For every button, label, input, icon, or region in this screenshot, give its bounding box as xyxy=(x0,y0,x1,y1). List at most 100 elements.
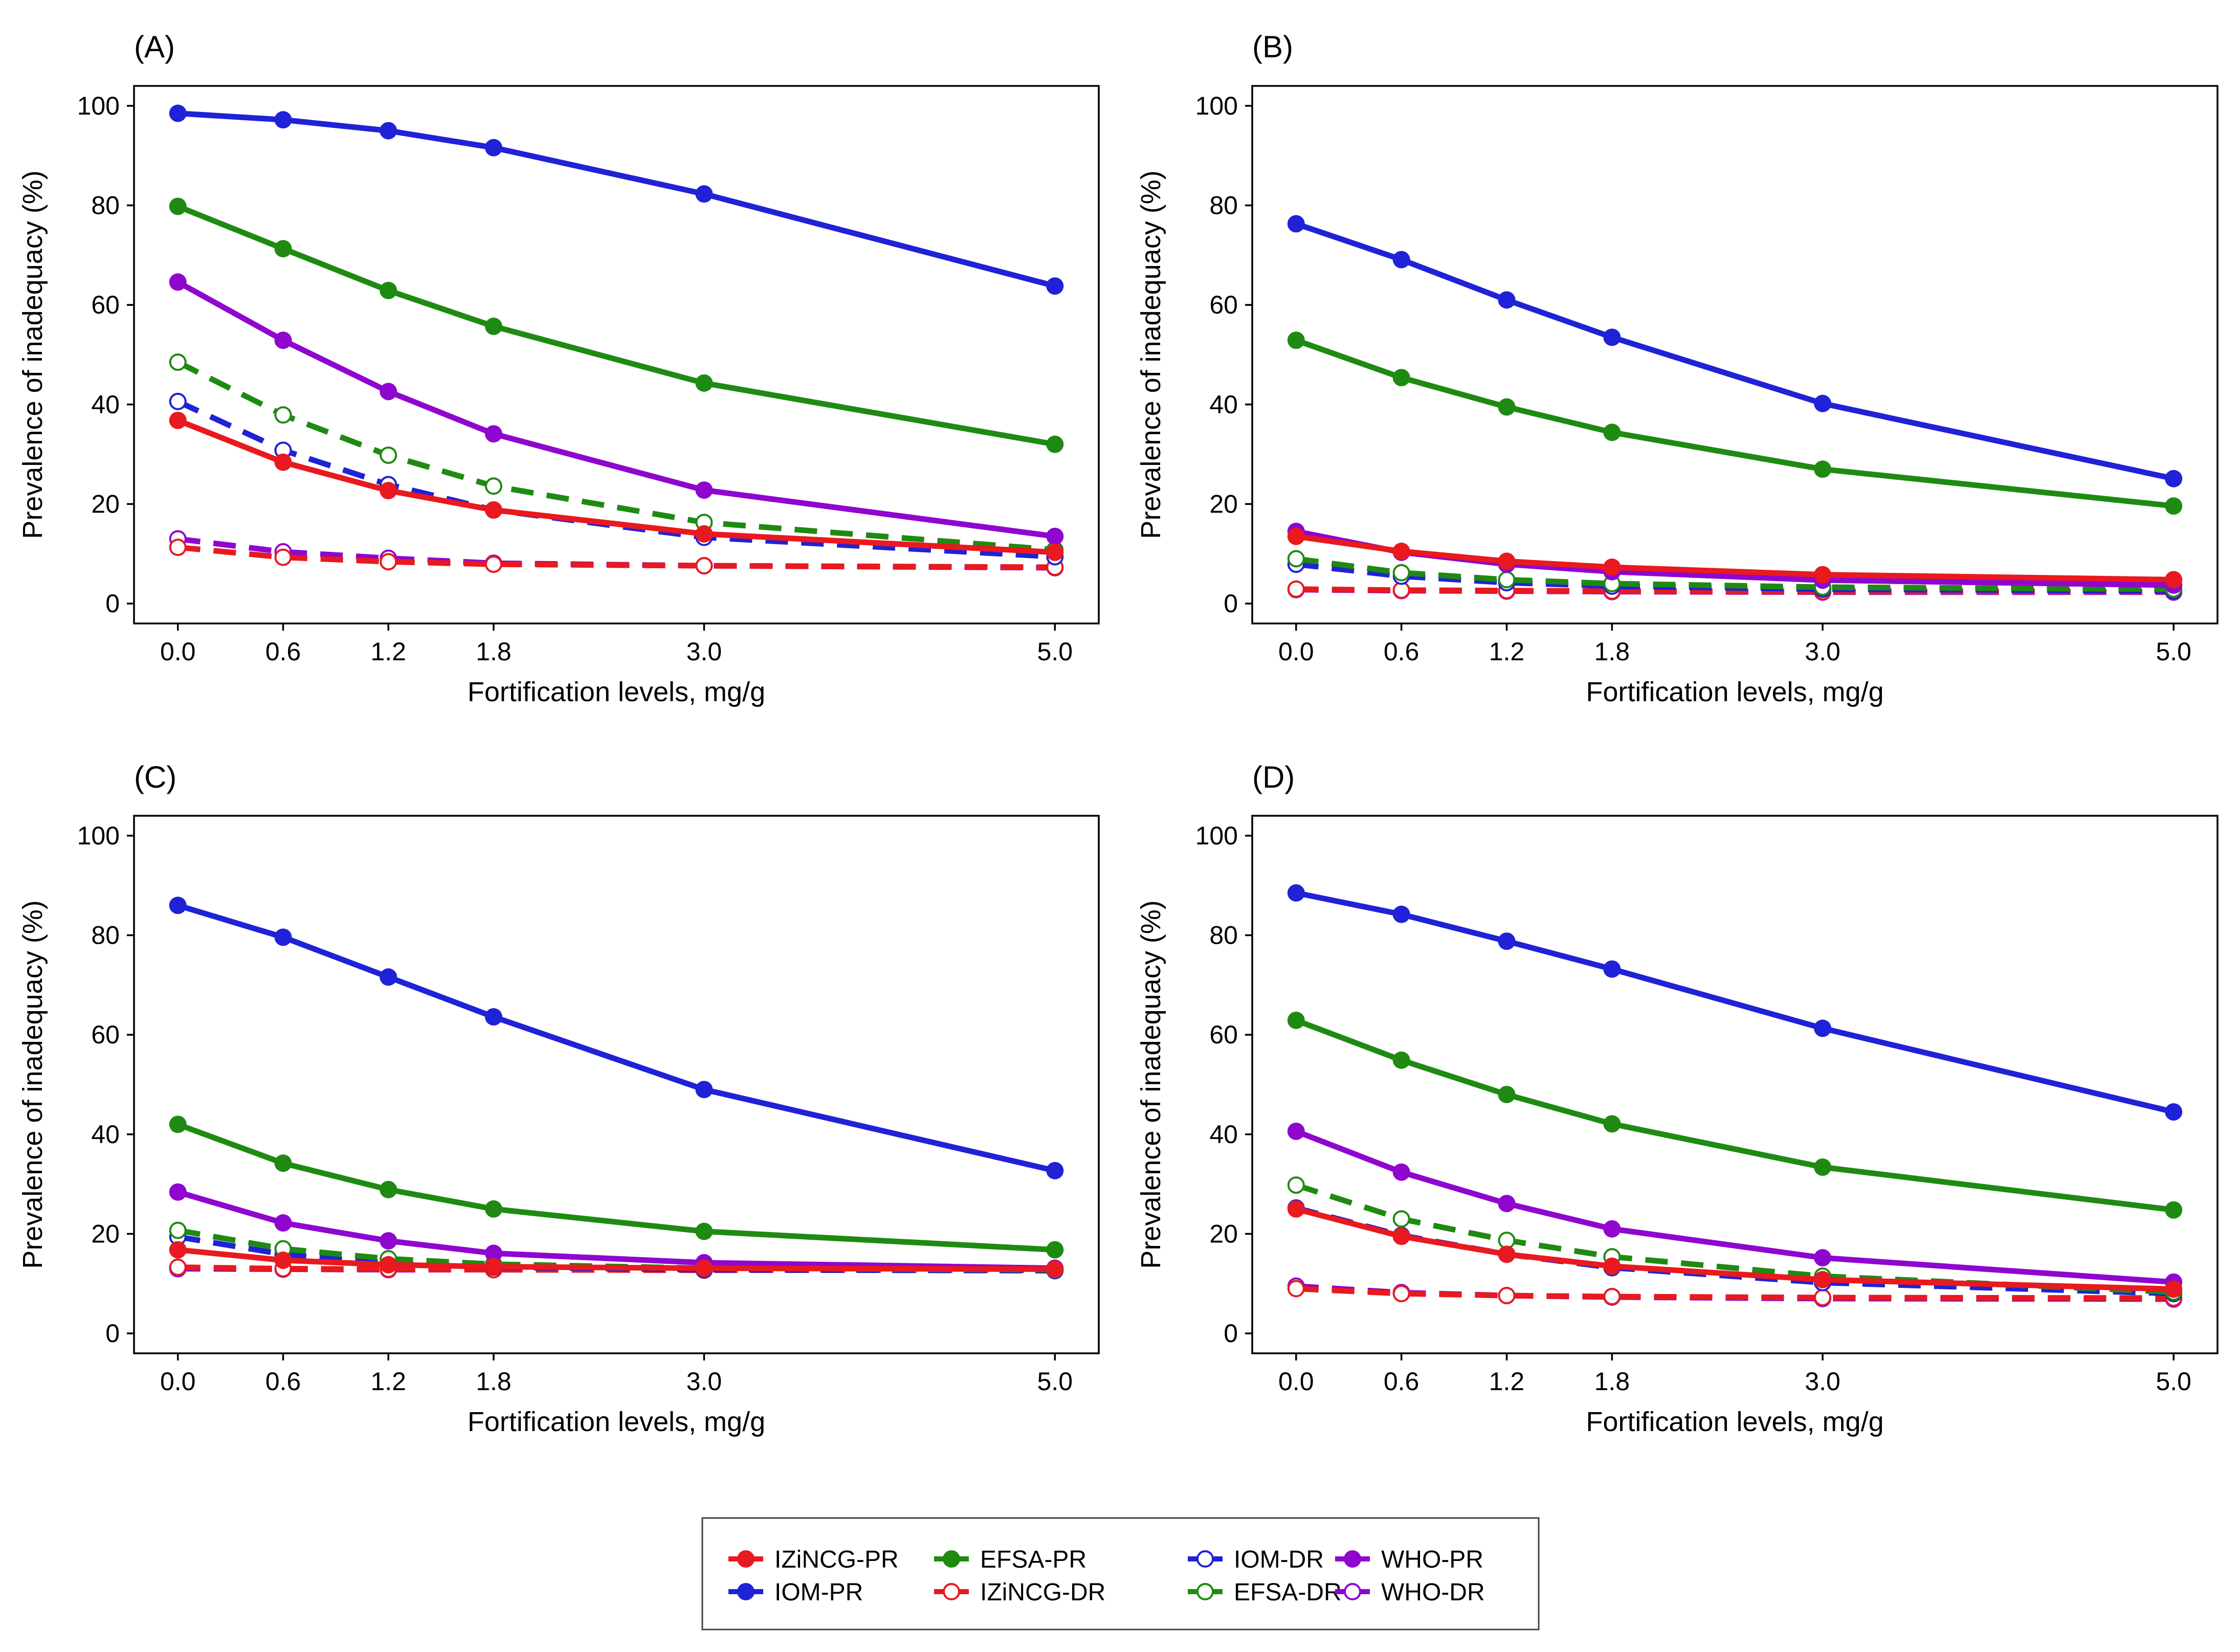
data-point xyxy=(274,331,292,349)
legend-label: IZiNCG-DR xyxy=(980,1579,1105,1606)
data-point xyxy=(695,374,713,392)
data-point xyxy=(1814,566,1832,584)
data-point xyxy=(1814,394,1832,412)
data-point xyxy=(1046,1260,1064,1278)
series-line-izincg-pr xyxy=(1296,533,2174,583)
data-point xyxy=(169,353,187,371)
series-line-efsa-dr xyxy=(1296,556,2174,592)
data-point xyxy=(484,1258,502,1276)
data-point xyxy=(1603,559,1621,576)
y-tick-label: 0 xyxy=(105,1319,120,1348)
legend-item-efsa-pr: EFSA-PR xyxy=(934,1546,1086,1573)
data-point xyxy=(1814,1158,1832,1176)
legend-label: IZiNCG-PR xyxy=(774,1546,899,1573)
x-tick-label: 5.0 xyxy=(2156,1367,2191,1396)
data-point xyxy=(1392,905,1410,923)
x-tick-label: 3.0 xyxy=(686,637,722,666)
y-tick-label: 20 xyxy=(1209,489,1238,518)
data-point xyxy=(695,557,713,575)
data-point xyxy=(1046,1241,1064,1259)
series-line-efsa-pr xyxy=(1295,338,2174,509)
y-tick-label: 20 xyxy=(91,489,120,518)
data-point xyxy=(695,1081,713,1099)
legend-label: EFSA-PR xyxy=(980,1546,1086,1573)
y-axis-title: Prevalence of inadequacy (%) xyxy=(1136,170,1166,539)
x-tick-label: 0.0 xyxy=(1278,637,1314,666)
data-point xyxy=(169,197,187,215)
data-point xyxy=(1498,932,1516,950)
data-point xyxy=(169,897,187,914)
data-point xyxy=(169,539,187,556)
series-iom-dr xyxy=(169,392,1064,566)
data-point xyxy=(1814,1270,1832,1288)
series-line-efsa-pr xyxy=(176,204,1056,448)
series-efsa-pr xyxy=(1287,331,2183,515)
legend: IZiNCG-PR IOM-PR EFSA-PR IZiNCG-DR IOM-DR EFS… xyxy=(701,1517,1540,1631)
x-tick-label: 5.0 xyxy=(1037,637,1073,666)
x-tick-label: 3.0 xyxy=(1805,637,1840,666)
series-izincg-pr xyxy=(1287,527,2183,589)
data-point xyxy=(2165,470,2183,487)
x-tick-label: 1.8 xyxy=(476,1367,512,1396)
plot-frame xyxy=(133,85,1100,624)
data-point xyxy=(1603,960,1621,978)
x-tick-label: 0.0 xyxy=(160,1367,196,1396)
data-point xyxy=(169,104,187,122)
series-izincg-pr xyxy=(1287,1200,2183,1298)
legend-key-marker xyxy=(1344,1550,1361,1568)
data-point xyxy=(380,1256,397,1274)
data-point xyxy=(1287,1200,1305,1218)
x-axis-title: Fortification levels, mg/g xyxy=(1586,677,1883,707)
y-tick-label: 80 xyxy=(1209,921,1238,950)
data-point xyxy=(1498,1085,1516,1103)
series-iom-pr xyxy=(1287,215,2183,487)
legend-key-marker xyxy=(943,1550,960,1568)
y-tick-label: 20 xyxy=(91,1219,120,1248)
panel-c: (C) 0 20 40 60 80 100 0.0 0.6 1.2 1.8 3.0 5.0 Fortifi… xyxy=(17,760,1100,1437)
y-tick-label: 0 xyxy=(105,589,120,618)
data-point xyxy=(1603,1115,1621,1133)
legend-label: IOM-PR xyxy=(774,1579,863,1606)
data-point xyxy=(1046,435,1064,453)
data-point xyxy=(1392,251,1410,269)
series-line-iom-pr xyxy=(1295,890,2175,1115)
legend-item-who-dr: WHO-DR xyxy=(1335,1579,1485,1606)
data-point xyxy=(1287,1176,1305,1194)
data-point xyxy=(1603,1220,1621,1238)
legend-key-marker xyxy=(1344,1583,1361,1600)
y-tick-label: 100 xyxy=(77,821,120,850)
data-point xyxy=(2165,1280,2183,1298)
y-axis-title: Prevalence of inadequacy (%) xyxy=(1136,900,1166,1268)
y-tick-label: 100 xyxy=(1195,92,1238,120)
data-point xyxy=(380,447,397,464)
data-point xyxy=(1046,527,1064,545)
legend-label: WHO-PR xyxy=(1381,1546,1483,1573)
data-point xyxy=(1046,543,1064,561)
data-point xyxy=(1046,1162,1064,1179)
series-who-dr xyxy=(169,530,1064,577)
data-point xyxy=(1392,542,1410,560)
data-point xyxy=(169,392,187,410)
x-tick-label: 1.2 xyxy=(370,1367,406,1396)
data-point xyxy=(274,406,292,424)
x-tick-label: 3.0 xyxy=(1805,1367,1840,1396)
y-axis-title: Prevalence of inadequacy (%) xyxy=(17,900,48,1268)
data-point xyxy=(484,555,502,573)
data-point xyxy=(484,425,502,443)
x-tick-label: 1.8 xyxy=(1594,1367,1630,1396)
series-group xyxy=(1287,215,2183,601)
data-point xyxy=(274,240,292,258)
data-point xyxy=(695,1222,713,1240)
panel-label: (C) xyxy=(134,760,176,794)
x-tick-label: 1.2 xyxy=(370,637,406,666)
data-point xyxy=(380,281,397,299)
x-tick-label: 3.0 xyxy=(686,1367,722,1396)
data-point xyxy=(274,1214,292,1232)
data-point xyxy=(380,968,397,986)
data-point xyxy=(1814,1019,1832,1037)
y-tick-label: 40 xyxy=(91,390,120,419)
data-point xyxy=(1498,552,1516,570)
x-tick-label: 0.6 xyxy=(1384,637,1420,666)
series-line-who-pr xyxy=(176,279,1056,540)
